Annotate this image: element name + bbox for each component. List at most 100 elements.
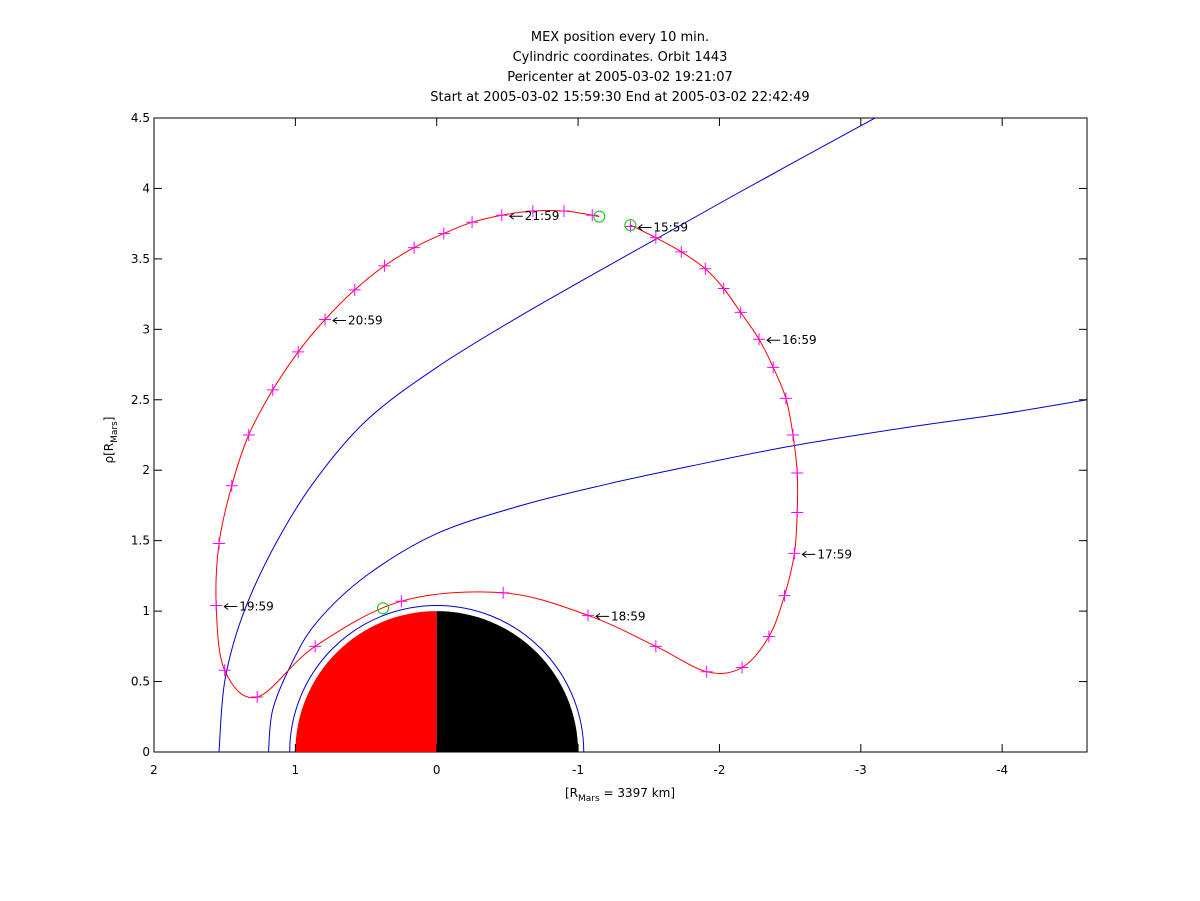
y-tick-label: 1 xyxy=(142,604,150,618)
time-annotation-arrow xyxy=(508,212,523,220)
orbit-marker xyxy=(213,537,226,550)
time-annotation-label: 15:59 xyxy=(653,220,688,234)
time-annotation: 17:59 xyxy=(801,547,852,561)
time-annotation-arrow xyxy=(766,336,781,344)
mars-nightside xyxy=(436,611,579,752)
orbit-marker xyxy=(762,630,775,643)
orbit-marker xyxy=(348,283,361,296)
title-line-4: Start at 2005-03-02 15:59:30 End at 2005… xyxy=(430,90,809,105)
time-annotation: 19:59 xyxy=(223,599,274,613)
y-tick-label: 0 xyxy=(142,745,150,759)
orbit-marker xyxy=(736,661,749,674)
orbit-marker xyxy=(753,333,766,346)
x-tick-label: 0 xyxy=(433,763,441,777)
time-annotation-label: 20:59 xyxy=(348,313,383,327)
time-annotation: 21:59 xyxy=(508,209,560,223)
y-tick-label: 3 xyxy=(142,322,150,336)
orbit-endpoint-circle xyxy=(377,602,390,615)
time-annotation-arrow xyxy=(223,603,238,610)
orbit-marker xyxy=(779,392,792,405)
orbit-marker xyxy=(778,589,791,602)
time-annotations: 15:59 16:59 17:59 18:59 19:59 20:59 21:59 xyxy=(223,209,852,623)
time-annotation-label: 16:59 xyxy=(782,333,817,347)
orbit-endpoint-circle xyxy=(593,210,606,223)
time-annotation-label: 17:59 xyxy=(817,547,852,561)
x-tick-label: -2 xyxy=(713,763,725,777)
orbit-marker xyxy=(309,640,322,653)
orbit-marker xyxy=(734,306,747,319)
orbit-endpoints xyxy=(377,210,637,615)
time-annotation-arrow xyxy=(801,550,816,558)
y-tick-label: 1.5 xyxy=(131,534,150,548)
mars-surface-ring xyxy=(289,605,585,752)
orbit-endpoint-circle xyxy=(624,219,637,232)
time-annotation: 18:59 xyxy=(595,609,646,623)
x-axis-label: [RMars = 3397 km] xyxy=(565,786,675,804)
y-axis-label-rest: ] xyxy=(102,417,116,422)
time-annotation-arrow xyxy=(637,224,652,231)
x-tick-label: -3 xyxy=(855,763,867,777)
orbit-marker xyxy=(586,209,599,222)
time-annotation-arrow xyxy=(595,612,609,620)
orbit-marker xyxy=(218,664,231,677)
time-annotation: 20:59 xyxy=(332,313,383,327)
title-line-1: MEX position every 10 min. xyxy=(531,30,709,45)
y-tick-label: 2 xyxy=(142,463,150,477)
orbit-marker xyxy=(791,467,804,480)
time-annotation-arrow xyxy=(332,317,347,324)
orbit-marker xyxy=(319,313,332,326)
orbit-marker xyxy=(675,245,688,258)
orbit-marker xyxy=(649,640,662,653)
title-line-3: Pericenter at 2005-03-02 19:21:07 xyxy=(507,70,733,85)
y-tick-label: 4 xyxy=(142,181,150,195)
bow-shock-curve xyxy=(218,118,876,752)
orbit-marker xyxy=(699,262,712,275)
mpb-curve xyxy=(268,399,1087,752)
orbit-marker xyxy=(557,204,570,217)
orbit-marker xyxy=(497,586,510,599)
title-line-2: Cylindric coordinates. Orbit 1443 xyxy=(513,50,728,65)
y-axis-label-main: ρ[R xyxy=(102,443,116,464)
orbit-markers xyxy=(210,204,804,704)
axis-ticks: 2 1 0 -1 -2 -3 -4 0 0.5 1 1.5 2 2.5 3 3.5 4 4.5 xyxy=(131,111,1087,777)
orbit-marker xyxy=(649,231,662,244)
orbit-marker xyxy=(242,429,255,441)
x-axis-label-sub: Mars xyxy=(578,794,600,804)
orbit-marker xyxy=(251,691,264,704)
orbit-marker xyxy=(495,209,508,222)
x-tick-label: -1 xyxy=(572,763,584,777)
orbit-marker xyxy=(225,479,238,492)
orbit-marker xyxy=(767,361,780,374)
x-axis-label-rest: = 3397 km] xyxy=(600,786,675,800)
orbit-marker xyxy=(466,216,479,229)
y-tick-label: 3.5 xyxy=(131,252,150,266)
x-tick-label: -4 xyxy=(996,763,1008,777)
x-axis-label-main: [R xyxy=(565,786,578,800)
mars-dayside xyxy=(295,611,437,752)
orbit-marker xyxy=(378,259,391,272)
time-annotation: 16:59 xyxy=(766,333,817,347)
plot-frame xyxy=(153,117,1088,753)
y-tick-label: 0.5 xyxy=(131,675,150,689)
orbit-marker xyxy=(395,595,408,608)
time-annotation-label: 21:59 xyxy=(525,209,560,223)
orbit-marker xyxy=(786,429,799,441)
orbit-marker xyxy=(717,282,730,295)
time-annotation-label: 19:59 xyxy=(239,599,274,613)
x-tick-label: 1 xyxy=(292,763,300,777)
time-annotation: 15:59 xyxy=(637,220,688,234)
mars-planet xyxy=(289,605,585,752)
orbit-marker xyxy=(210,599,223,612)
orbit-marker xyxy=(581,609,594,622)
x-tick-label: 2 xyxy=(150,763,158,777)
orbit-marker xyxy=(526,204,539,217)
orbit-marker xyxy=(788,547,801,560)
orbit-marker xyxy=(292,345,305,358)
orbit-marker xyxy=(700,665,713,678)
y-axis-label-sub: Mars xyxy=(110,421,120,443)
boundary-curves xyxy=(218,118,1087,752)
orbit-marker xyxy=(437,227,450,240)
y-tick-label: 2.5 xyxy=(131,393,150,407)
time-annotation-label: 18:59 xyxy=(611,609,646,623)
